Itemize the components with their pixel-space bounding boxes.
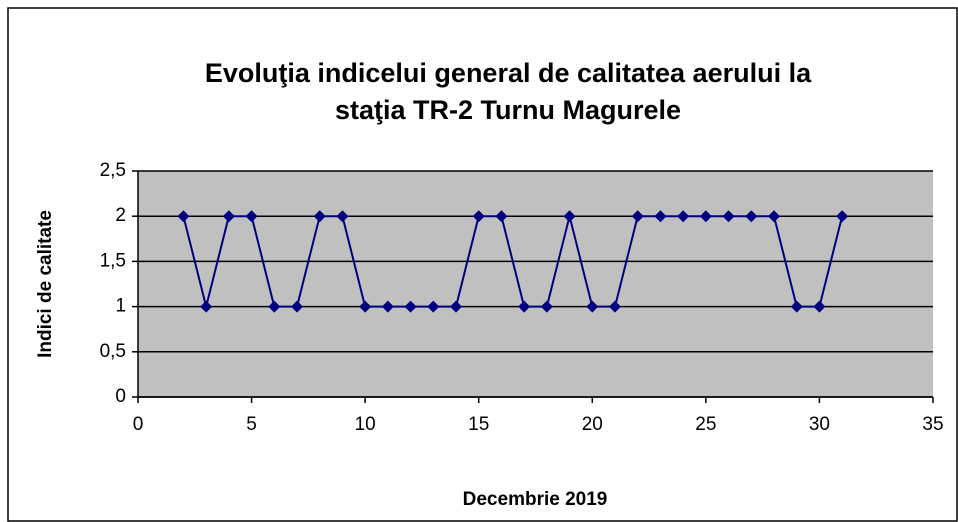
data-point bbox=[359, 300, 372, 313]
data-point bbox=[722, 210, 735, 223]
data-point bbox=[563, 210, 576, 223]
plot-area bbox=[138, 171, 933, 397]
data-point bbox=[745, 210, 758, 223]
y-tick-label: 1,5 bbox=[100, 250, 126, 271]
data-point bbox=[450, 300, 462, 313]
data-point bbox=[336, 210, 349, 223]
data-point bbox=[245, 210, 258, 223]
data-point bbox=[699, 210, 712, 223]
data-point bbox=[518, 300, 531, 313]
data-point bbox=[200, 300, 213, 313]
x-axis-title: Decembrie 2019 bbox=[463, 489, 608, 510]
data-point bbox=[631, 210, 644, 223]
data-point bbox=[540, 300, 553, 313]
data-point bbox=[677, 210, 690, 223]
data-point bbox=[222, 210, 235, 223]
data-point bbox=[177, 210, 190, 223]
data-point bbox=[609, 300, 621, 313]
data-point bbox=[495, 210, 508, 223]
data-point bbox=[268, 300, 281, 313]
x-tick-label: 15 bbox=[468, 414, 489, 435]
data-point bbox=[404, 300, 417, 313]
x-tick-label: 20 bbox=[582, 414, 603, 435]
x-tick-label: 10 bbox=[355, 414, 376, 435]
x-tick-label: 25 bbox=[695, 414, 716, 435]
chart-title: staţia TR-2 Turnu Magurele bbox=[335, 95, 681, 125]
data-point bbox=[313, 210, 326, 223]
y-tick-label: 2 bbox=[115, 205, 126, 226]
x-tick-label: 35 bbox=[922, 414, 943, 435]
chart-title: Evoluţia indicelui general de calitatea … bbox=[205, 58, 812, 88]
x-tick-label: 5 bbox=[246, 414, 257, 435]
data-point bbox=[836, 210, 849, 223]
data-point bbox=[813, 300, 826, 313]
x-tick-label: 0 bbox=[133, 414, 144, 435]
x-tick-label: 30 bbox=[809, 414, 830, 435]
y-axis-title: Indici de calitate bbox=[35, 210, 56, 358]
data-point bbox=[768, 210, 780, 223]
data-point bbox=[291, 300, 303, 313]
data-point bbox=[381, 300, 394, 313]
y-tick-label: 0,5 bbox=[100, 341, 126, 362]
y-tick-label: 0 bbox=[115, 386, 126, 407]
y-tick-label: 2,5 bbox=[100, 160, 126, 181]
data-point bbox=[586, 300, 599, 313]
data-point bbox=[472, 210, 485, 223]
data-point bbox=[427, 300, 440, 313]
y-tick-label: 1 bbox=[115, 296, 126, 317]
data-point bbox=[654, 210, 667, 223]
data-point bbox=[790, 300, 803, 313]
